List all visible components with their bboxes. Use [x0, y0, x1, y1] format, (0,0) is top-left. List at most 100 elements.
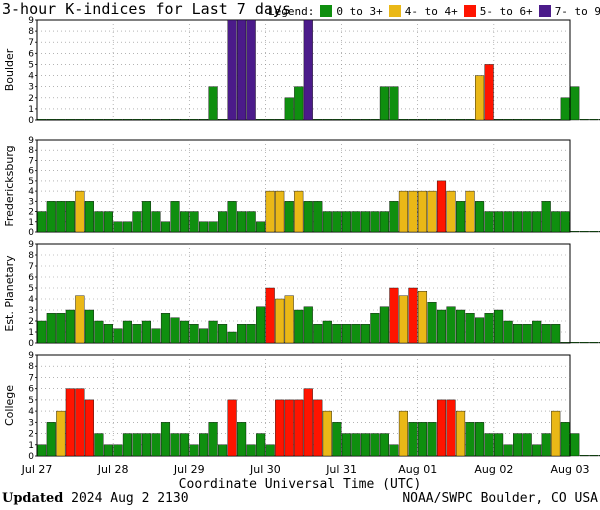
kp-bar	[484, 313, 494, 344]
kp-bar	[237, 324, 247, 344]
kp-bar	[484, 211, 494, 233]
legend-swatch-4	[388, 5, 401, 17]
kp-bar	[560, 97, 570, 121]
kp-bar	[341, 118, 351, 121]
kp-bar	[532, 320, 542, 344]
kp-bar	[370, 313, 380, 344]
kp-bar	[170, 317, 180, 344]
kp-bar	[560, 211, 570, 233]
kp-bar	[189, 444, 199, 457]
kp-bar	[132, 433, 142, 457]
y-tick-label: 7	[28, 156, 34, 166]
legend-item-0-3: 0 to 3+	[336, 4, 383, 18]
y-tick-label: 3	[28, 197, 34, 207]
kp-bar	[189, 211, 199, 233]
y-tick-label: 8	[28, 362, 34, 372]
x-tick-label: Aug 02	[474, 463, 513, 476]
kp-bar	[408, 287, 418, 344]
kp-bar	[570, 230, 580, 233]
kp-bar	[208, 221, 218, 233]
kp-bar	[484, 433, 494, 457]
kp-bar	[532, 211, 542, 233]
kp-bar	[560, 422, 570, 457]
kp-bar	[199, 118, 209, 121]
kp-bar	[84, 118, 94, 121]
x-tick-label: Jul 30	[249, 463, 281, 476]
kp-bar	[246, 211, 256, 233]
y-tick-label: 7	[28, 262, 34, 272]
kp-bar	[360, 433, 370, 457]
kp-bar	[503, 444, 513, 457]
kp-bar	[379, 433, 389, 457]
kp-bar	[75, 190, 85, 233]
updated-label: Updated	[2, 491, 64, 506]
kp-bar	[160, 118, 171, 121]
y-tick-label: 5	[28, 284, 34, 294]
kp-bar	[551, 118, 561, 121]
kp-bar	[598, 342, 600, 344]
kp-bar	[446, 399, 456, 457]
kp-bar	[65, 201, 75, 233]
y-tick-label: 3	[28, 306, 34, 316]
kp-bar	[275, 190, 285, 233]
kp-bar	[37, 320, 47, 344]
kp-bar	[389, 201, 399, 233]
kp-bar	[256, 221, 266, 233]
x-tick-label: Jul 28	[97, 463, 129, 476]
kp-bar	[341, 433, 351, 457]
y-tick-label: 5	[28, 60, 34, 70]
kp-bar	[494, 118, 504, 121]
kp-bar	[455, 201, 466, 233]
y-tick-label: 2	[28, 430, 34, 440]
kp-bar	[484, 64, 494, 121]
kp-bar	[284, 97, 294, 121]
credit-text: NOAA/SWPC Boulder, CO USA	[402, 491, 598, 506]
kp-bar	[284, 201, 294, 233]
kp-bar	[189, 118, 199, 121]
kp-bar	[103, 118, 113, 121]
kp-bar	[341, 324, 351, 344]
kp-bar	[199, 433, 209, 457]
y-tick-label: 2	[28, 317, 34, 327]
kp-bar	[227, 399, 237, 457]
kp-bar	[455, 118, 466, 121]
kp-bar	[122, 221, 132, 233]
kp-bar	[151, 433, 161, 457]
x-tick-label: Jul 29	[173, 463, 205, 476]
x-tick-label: Aug 03	[551, 463, 590, 476]
kp-bar	[237, 422, 247, 457]
kp-bar	[84, 309, 94, 344]
kp-bar	[103, 211, 113, 233]
y-tick-label: 9	[28, 16, 34, 26]
kp-bar	[322, 410, 332, 457]
y-tick-label: 6	[28, 273, 34, 283]
legend-label: Legend:	[268, 4, 315, 18]
kp-bar	[446, 190, 456, 233]
kp-bar	[46, 313, 56, 344]
kp-bar	[84, 399, 94, 457]
y-tick-label: 9	[28, 136, 34, 146]
kp-bar	[513, 211, 523, 233]
kp-bar	[160, 221, 171, 233]
kp-bar	[513, 433, 523, 457]
kp-bar	[598, 118, 600, 121]
kp-bar	[294, 86, 304, 121]
kp-bar	[160, 313, 171, 344]
legend-item-5-6: 5- to 6+	[479, 4, 533, 18]
y-tick-label: 1	[28, 441, 34, 451]
kp-bar	[265, 444, 275, 457]
kp-bar	[551, 410, 561, 457]
kp-bar	[503, 320, 513, 344]
kp-bar	[360, 324, 370, 344]
kp-bar	[313, 201, 323, 233]
kp-bar	[398, 410, 408, 457]
kp-bar	[265, 287, 275, 344]
kp-bar	[75, 295, 85, 344]
kp-bar	[294, 190, 304, 233]
kp-bar	[494, 433, 504, 457]
kp-bar	[427, 190, 437, 233]
kp-bar	[360, 211, 370, 233]
kp-bar	[351, 211, 361, 233]
kp-bar	[589, 342, 599, 344]
kp-bar	[103, 324, 113, 344]
